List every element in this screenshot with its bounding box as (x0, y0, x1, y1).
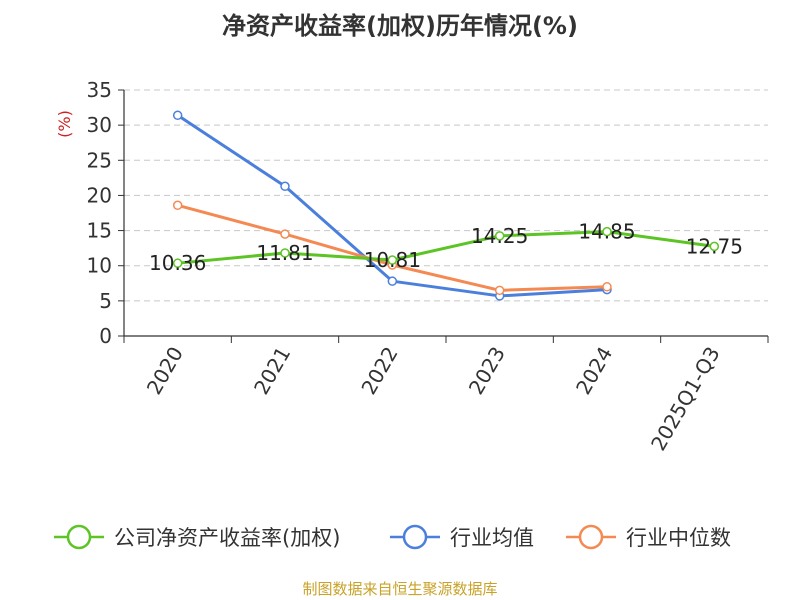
data-point (280, 229, 290, 239)
source-note: 制图数据来自恒生聚源数据库 (302, 580, 498, 598)
data-point (280, 248, 290, 258)
data-labels: 10.36 11.81 10.81 14.25 14.85 12.75 (149, 220, 743, 276)
y-axis-title: (%) (55, 110, 74, 138)
data-point (387, 255, 398, 265)
legend: 公司净资产收益率(加权) 行业均值 行业中位数 (54, 524, 731, 550)
data-label: 10.81 (364, 248, 421, 272)
x-tick-label: 2020 (142, 343, 188, 399)
data-point (494, 285, 505, 296)
grid-lines (124, 89, 768, 302)
legend-label: 公司净资产收益率(加权) (114, 526, 340, 550)
data-point (280, 181, 290, 192)
data-point (602, 282, 612, 292)
legend-label: 行业均值 (450, 526, 534, 550)
y-tick-label: 0 (99, 324, 112, 348)
x-tick-label: 2025Q1-Q3 (646, 343, 725, 455)
y-tick-label: 30 (87, 113, 112, 137)
data-label: 14.85 (578, 220, 635, 244)
x-tick-label: 2022 (356, 343, 402, 399)
x-tick-label: 2021 (249, 343, 295, 399)
data-point (172, 258, 183, 268)
series-lines (172, 110, 720, 301)
data-point (709, 241, 720, 252)
data-point (172, 110, 183, 121)
data-label: 12.75 (686, 234, 743, 258)
chart-title: 净资产收益率(加权)历年情况(%) (222, 12, 578, 40)
data-point (494, 231, 505, 241)
data-label: 11.81 (256, 241, 313, 265)
data-label: 10.36 (149, 251, 206, 275)
y-tick-label: 5 (99, 289, 112, 313)
data-point (387, 276, 398, 286)
data-point (172, 200, 183, 211)
y-tick-label: 25 (87, 148, 112, 172)
y-tick-label: 10 (87, 254, 112, 278)
legend-marker (402, 524, 428, 550)
x-tick-label: 2023 (464, 342, 510, 398)
y-tick-label: 15 (87, 219, 112, 243)
legend-label: 行业中位数 (626, 526, 731, 550)
y-tick-label: 35 (87, 78, 112, 102)
data-label: 14.25 (471, 224, 528, 248)
x-tick-label: 2024 (571, 343, 617, 399)
y-tick-label: 20 (87, 183, 112, 207)
data-point (602, 226, 612, 237)
legend-marker (578, 524, 604, 550)
series-line (177, 230, 715, 265)
legend-marker (66, 524, 92, 550)
